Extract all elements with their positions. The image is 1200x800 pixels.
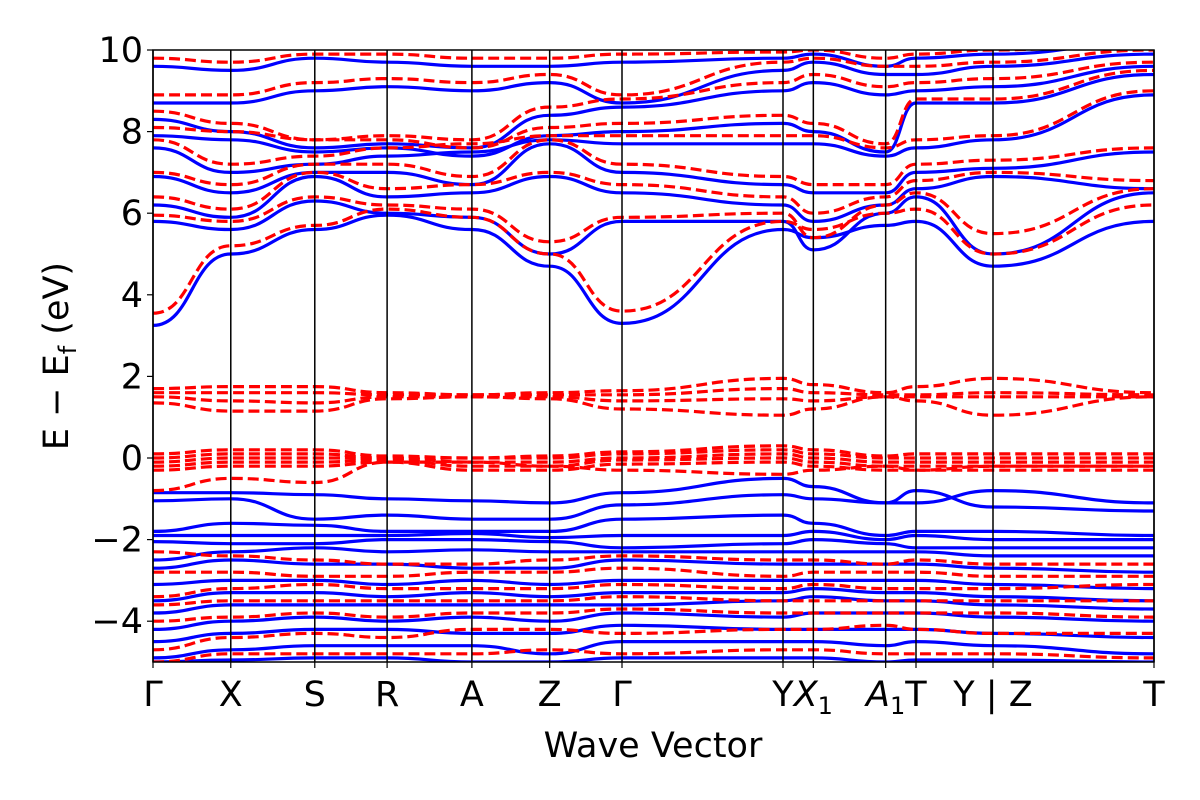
x-tick-label-1: X (219, 675, 243, 715)
y-tick-label-1: −2 (91, 521, 143, 561)
x-tick-label-9: A1 (864, 675, 905, 720)
solid-band-2 (153, 174, 1154, 224)
dashed-band-7 (153, 50, 1154, 97)
solid-band-21 (153, 639, 1154, 660)
y-tick-label-0: −4 (91, 602, 143, 642)
dashed-band-21 (153, 582, 1154, 599)
x-tick-label-12: T (1142, 675, 1165, 715)
solid-band-15 (153, 558, 1154, 574)
solid-band-9 (153, 476, 1154, 505)
y-axis-ticks: −4 −2 0 2 4 6 8 10 (91, 31, 153, 642)
solid-band-1 (153, 191, 1154, 256)
dashed-band-1 (153, 187, 1154, 244)
plot-frame (152, 49, 1155, 663)
y-axis-label-base: E − E (37, 354, 77, 450)
dashed-band-0 (153, 203, 1154, 315)
dashed-band-10 (153, 395, 1154, 405)
x-tick-label-0: Γ (143, 675, 163, 715)
x-tick-label-7: Y (771, 675, 794, 715)
y-axis-label-subscript: f (54, 345, 82, 354)
x-tick-label-2: S (304, 675, 326, 715)
dashed-band-23 (153, 607, 1154, 623)
y-tick-label-6: 8 (121, 113, 143, 153)
dashed-band-19 (153, 550, 1154, 566)
solid-band-14 (153, 546, 1154, 562)
solid-band-0 (153, 213, 1154, 327)
x-tick-label-4: A (460, 675, 484, 715)
x-tick-label-11: Y | Z (952, 675, 1032, 715)
y-tick-label-5: 6 (121, 194, 143, 234)
x-tick-label-6: Γ (612, 675, 632, 715)
y-tick-label-7: 10 (98, 31, 143, 71)
y-axis-label-unit: (eV) (37, 262, 77, 346)
x-tick-label-8: X1 (792, 675, 833, 720)
x-tick-label-3: R (375, 675, 399, 715)
x-axis-label: Wave Vector (544, 726, 763, 766)
y-tick-label-2: 0 (121, 439, 143, 479)
solid-band-7 (153, 52, 1154, 105)
y-tick-label-4: 4 (121, 276, 143, 316)
y-tick-label-3: 2 (121, 357, 143, 397)
x-tick-label-5: Z (538, 675, 562, 715)
x-tick-label-10: T (904, 675, 927, 715)
solid-band-17 (153, 586, 1154, 603)
y-axis-label: E − Ef (eV) (37, 262, 82, 450)
